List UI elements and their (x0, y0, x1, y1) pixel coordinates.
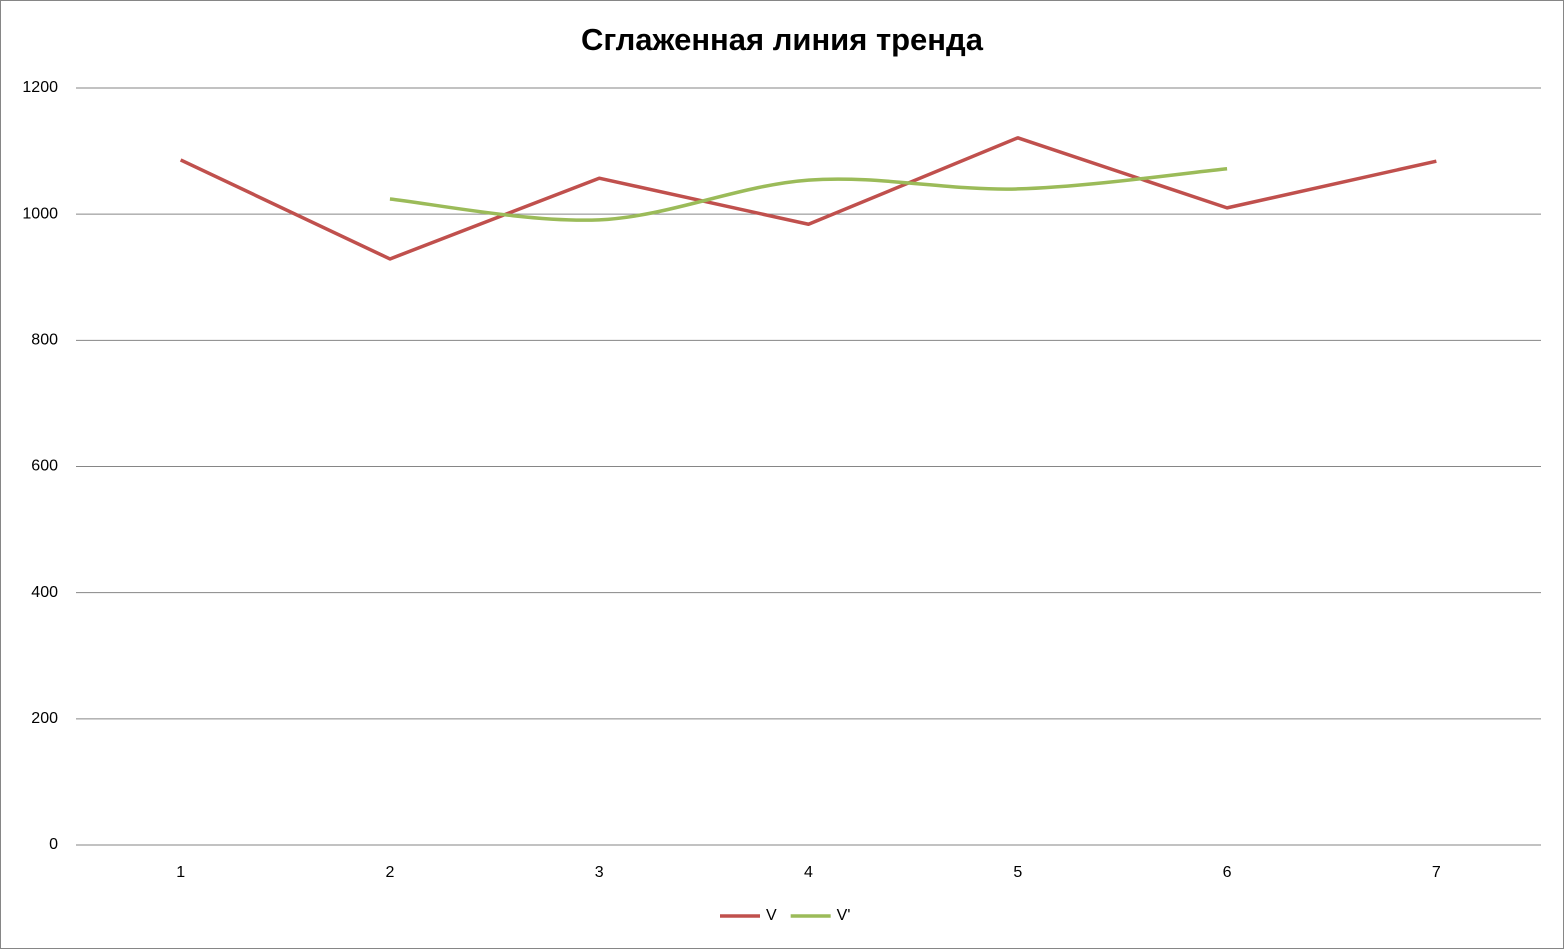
series-line (389, 167, 1228, 222)
x-tick-label: 5 (1013, 864, 1022, 881)
y-tick-label: 1200 (22, 79, 58, 96)
y-tick-label: 1000 (22, 205, 58, 222)
x-tick-label: 1 (176, 864, 185, 881)
x-tick-label: 2 (385, 864, 394, 881)
legend-label: V' (837, 907, 851, 924)
x-tick-label: 4 (804, 864, 813, 881)
chart-title: Сглаженная линия тренда (581, 22, 984, 57)
y-tick-label: 0 (49, 836, 58, 853)
series-line (179, 136, 1437, 261)
x-tick-label: 6 (1223, 864, 1232, 881)
y-tick-label: 400 (31, 584, 58, 601)
y-tick-label: 600 (31, 458, 58, 475)
y-tick-label: 200 (31, 710, 58, 727)
y-tick-label: 800 (31, 332, 58, 349)
legend-label: V (766, 907, 777, 924)
x-tick-label: 7 (1432, 864, 1441, 881)
x-tick-label: 3 (595, 864, 604, 881)
